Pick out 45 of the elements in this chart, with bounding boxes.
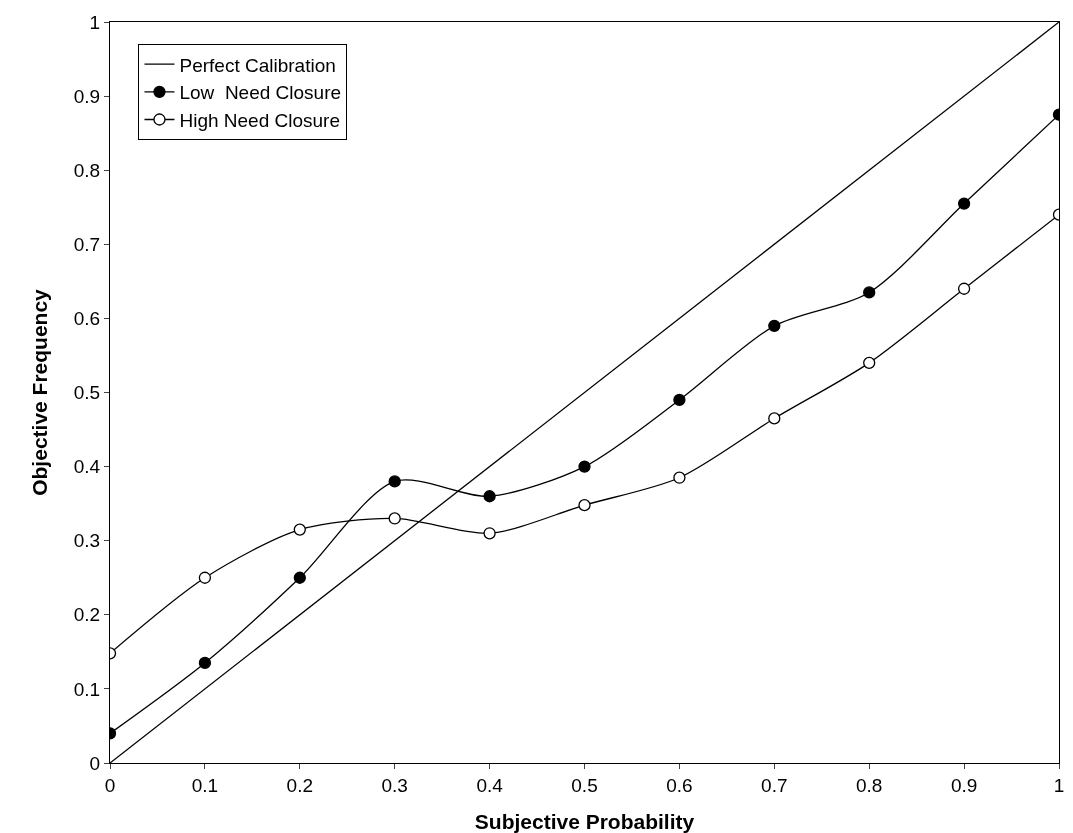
x-tick-label: 0.4 [476,774,504,796]
x-tick-label: 0.2 [286,774,314,796]
y-tick-label: 0.4 [73,456,101,478]
point [483,527,496,540]
y-tick-label: 0.2 [73,604,101,626]
point [388,475,401,488]
x-tick-label: 0.9 [950,774,978,796]
point [863,286,876,299]
point [293,523,306,536]
x-tick-label: 0 [104,774,116,796]
x-axis-title: Subjective Probability [474,810,695,833]
legend-label: High Need Closure [179,109,340,131]
y-tick-label: 0.7 [73,233,101,255]
x-tick-label: 0.7 [761,774,788,796]
y-tick-label: 0.1 [73,678,101,700]
point [578,460,591,473]
point [768,319,781,332]
y-tick-label: 0.5 [73,382,101,404]
point [483,490,496,503]
x-tick-label: 1 [1053,774,1065,796]
x-tick-label: 0.1 [191,774,219,796]
y-tick-label: 0.6 [73,308,101,330]
y-axis-title: Objective Frequency [27,288,51,496]
point [388,512,401,525]
point [957,282,971,295]
point [198,656,212,670]
point [768,412,781,425]
point [673,471,686,484]
y-tick-label: 0.3 [73,530,101,552]
point [198,571,212,584]
legend-label: Perfect Calibration [179,54,336,76]
x-tick-label: 0.6 [666,774,693,796]
point [578,498,591,512]
y-tick-label: 0.9 [73,85,101,107]
y-tick-label: 0.8 [73,159,101,181]
point [863,356,876,370]
point [293,571,306,584]
point [673,393,686,407]
y-tick-label: 1 [89,11,101,33]
x-tick-label: 0.3 [381,774,408,796]
y-tick-label: 0 [89,752,101,774]
x-tick-label: 0.8 [855,774,883,796]
point [957,197,971,210]
legend-label: Low Need Closure [179,82,342,104]
x-tick-label: 0.5 [571,774,598,796]
